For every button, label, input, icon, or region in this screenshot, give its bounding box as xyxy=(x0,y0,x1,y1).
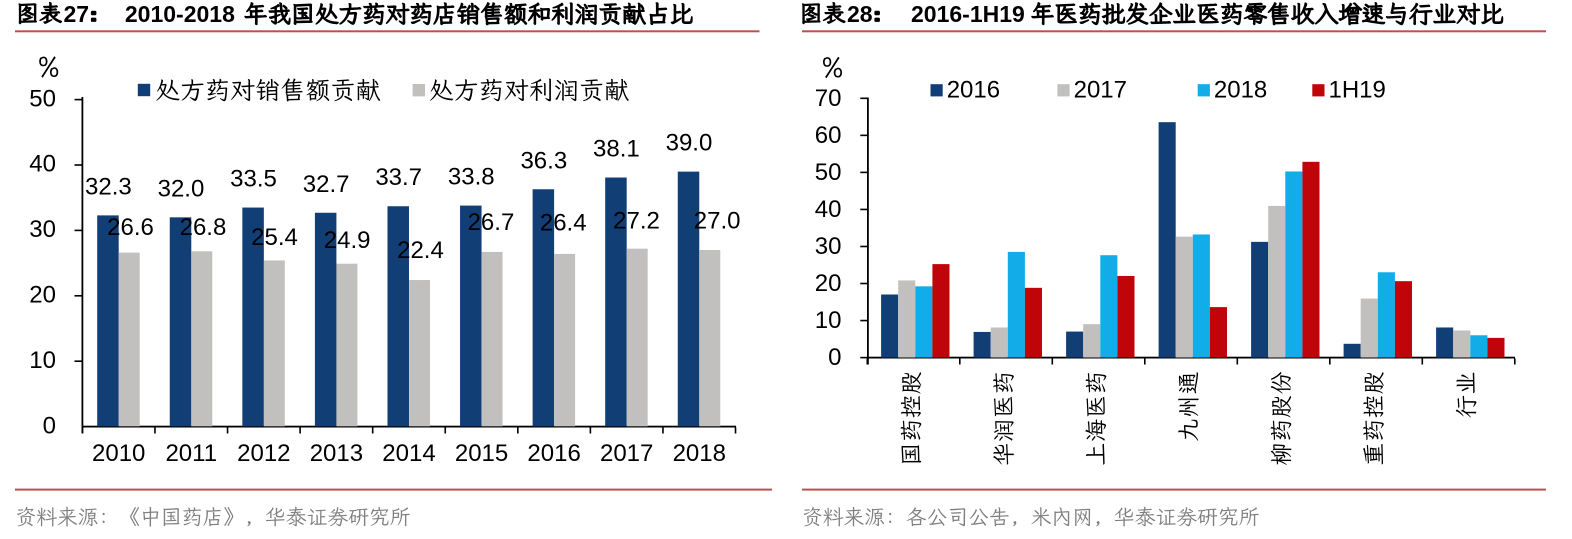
svg-text:32.3: 32.3 xyxy=(85,173,132,200)
svg-text:20: 20 xyxy=(815,270,842,297)
svg-text:22.4: 22.4 xyxy=(397,237,444,264)
svg-text:2018: 2018 xyxy=(673,440,726,467)
svg-text:2018: 2018 xyxy=(1214,77,1267,104)
svg-text:10: 10 xyxy=(815,307,842,334)
svg-text:2016: 2016 xyxy=(947,77,1000,104)
svg-text:50: 50 xyxy=(29,85,56,112)
svg-text:26.6: 26.6 xyxy=(107,214,154,241)
svg-text:28: 28 xyxy=(847,1,873,27)
svg-text:27.2: 27.2 xyxy=(613,207,660,234)
svg-text:33.8: 33.8 xyxy=(448,164,495,191)
svg-text:40: 40 xyxy=(29,151,56,178)
svg-text:30: 30 xyxy=(815,233,842,260)
svg-text:26.7: 26.7 xyxy=(468,209,515,236)
svg-text:2016: 2016 xyxy=(527,440,580,467)
svg-text:33.7: 33.7 xyxy=(375,164,422,191)
svg-text:2017: 2017 xyxy=(600,440,653,467)
svg-text:50: 50 xyxy=(815,159,842,186)
svg-text:27: 27 xyxy=(64,1,90,27)
svg-text:25.4: 25.4 xyxy=(251,224,298,251)
svg-text:60: 60 xyxy=(815,122,842,149)
svg-text:2013: 2013 xyxy=(310,440,363,467)
svg-text:32.7: 32.7 xyxy=(303,171,350,198)
svg-text:2010-2018: 2010-2018 xyxy=(125,1,235,27)
svg-text:33.5: 33.5 xyxy=(230,166,277,193)
svg-text:2014: 2014 xyxy=(382,440,435,467)
svg-text:2011: 2011 xyxy=(165,440,217,467)
svg-text:0: 0 xyxy=(828,344,841,371)
svg-text:38.1: 38.1 xyxy=(593,136,640,163)
svg-text:24.9: 24.9 xyxy=(324,227,371,254)
svg-text:2015: 2015 xyxy=(455,440,508,467)
svg-text:1H19: 1H19 xyxy=(1329,77,1386,104)
svg-text:2016-1H19: 2016-1H19 xyxy=(911,1,1025,27)
svg-text:30: 30 xyxy=(29,216,56,243)
svg-text:10: 10 xyxy=(29,347,56,374)
svg-text:20: 20 xyxy=(29,282,56,309)
svg-text:26.4: 26.4 xyxy=(540,209,587,236)
svg-text:70: 70 xyxy=(815,85,842,112)
svg-text:2017: 2017 xyxy=(1074,77,1127,104)
svg-text:27.0: 27.0 xyxy=(694,208,741,235)
svg-text:40: 40 xyxy=(815,196,842,223)
svg-text:2012: 2012 xyxy=(237,440,290,467)
svg-text:26.8: 26.8 xyxy=(180,214,227,241)
svg-text:39.0: 39.0 xyxy=(666,130,713,157)
svg-text:2010: 2010 xyxy=(92,440,145,467)
svg-text:32.0: 32.0 xyxy=(158,175,205,202)
svg-text:0: 0 xyxy=(43,412,56,439)
svg-text:36.3: 36.3 xyxy=(520,147,567,174)
